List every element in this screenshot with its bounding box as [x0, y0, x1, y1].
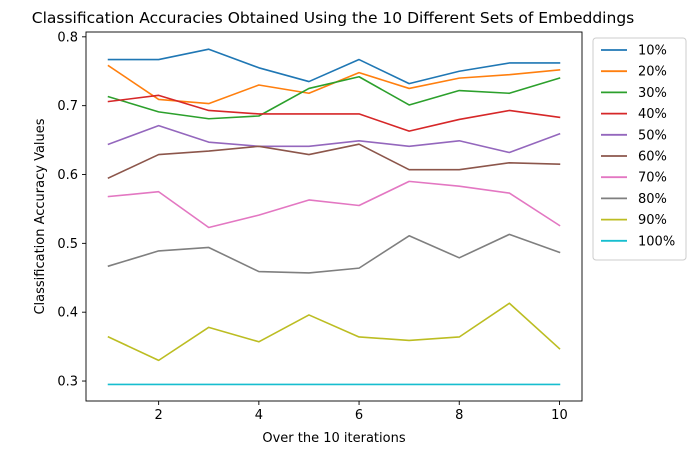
x-axis-label: Over the 10 iterations	[262, 431, 405, 446]
x-tick-label: 4	[255, 408, 263, 423]
legend-label: 80%	[638, 192, 667, 207]
y-axis-label: Classification Accuracy Values	[33, 118, 48, 314]
y-tick-label: 0.8	[57, 30, 78, 45]
y-tick-label: 0.6	[57, 168, 78, 183]
legend-label: 60%	[638, 150, 667, 165]
series-line-3	[107, 75, 561, 120]
legend-label: 30%	[638, 86, 667, 101]
y-tick-label: 0.3	[57, 375, 78, 390]
x-tick-label: 10	[551, 408, 568, 423]
series-line-6	[107, 143, 561, 180]
series-line-5	[107, 124, 561, 154]
series-line-7	[107, 180, 561, 229]
y-tick-label: 0.7	[57, 99, 78, 114]
series-line-8	[107, 233, 561, 274]
plot-frame	[85, 31, 583, 402]
chart-title: Classification Accuracies Obtained Using…	[32, 9, 634, 27]
plot-area	[107, 48, 561, 386]
legend: 10% 20% 30% 40% 50% 60% 70% 80% 90% 100%	[592, 37, 687, 261]
legend-label: 40%	[638, 107, 667, 122]
y-tick-label: 0.4	[57, 306, 78, 321]
series-line-1	[107, 48, 561, 85]
series-line-4	[107, 94, 561, 132]
legend-box	[592, 37, 687, 261]
legend-label: 20%	[638, 65, 667, 80]
x-tick-label: 6	[355, 408, 363, 423]
legend-label: 70%	[638, 171, 667, 186]
axes: 2 4 6 8 10 0.3 0.4 0.5 0.6 0.7 0.8	[57, 30, 567, 423]
legend-label: 90%	[638, 213, 667, 228]
y-tick-label: 0.5	[57, 237, 78, 252]
legend-label: 50%	[638, 128, 667, 143]
series-line-9	[107, 302, 561, 362]
x-tick-label: 2	[155, 408, 163, 423]
legend-label: 100%	[638, 234, 675, 249]
x-tick-label: 8	[455, 408, 463, 423]
legend-label: 10%	[638, 44, 667, 59]
